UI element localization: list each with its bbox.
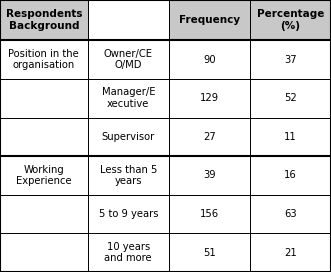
Text: Supervisor: Supervisor bbox=[102, 132, 155, 142]
Bar bbox=[169, 195, 250, 233]
Text: 5 to 9 years: 5 to 9 years bbox=[99, 209, 158, 219]
Bar bbox=[250, 0, 331, 40]
Bar bbox=[169, 118, 250, 156]
Bar bbox=[250, 79, 331, 118]
Bar bbox=[169, 40, 250, 79]
Text: 90: 90 bbox=[203, 55, 216, 64]
Text: 11: 11 bbox=[284, 132, 297, 142]
Text: Position in the
organisation: Position in the organisation bbox=[9, 49, 79, 70]
Bar bbox=[0, 0, 88, 40]
Bar bbox=[169, 0, 250, 40]
Bar bbox=[250, 233, 331, 272]
Bar bbox=[0, 79, 88, 118]
Bar bbox=[250, 40, 331, 79]
Bar bbox=[0, 195, 88, 233]
Text: 27: 27 bbox=[203, 132, 216, 142]
Text: Percentage
(%): Percentage (%) bbox=[257, 9, 324, 31]
Bar bbox=[250, 118, 331, 156]
Bar bbox=[88, 40, 169, 79]
Text: 21: 21 bbox=[284, 248, 297, 258]
Text: Manager/E
xecutive: Manager/E xecutive bbox=[102, 87, 155, 109]
Text: 10 years
and more: 10 years and more bbox=[105, 242, 152, 264]
Text: 63: 63 bbox=[284, 209, 297, 219]
Text: 129: 129 bbox=[200, 93, 219, 103]
Bar bbox=[169, 233, 250, 272]
Text: Working
Experience: Working Experience bbox=[16, 165, 72, 186]
Bar bbox=[88, 118, 169, 156]
Bar bbox=[88, 195, 169, 233]
Bar bbox=[250, 156, 331, 195]
Bar bbox=[88, 233, 169, 272]
Text: 37: 37 bbox=[284, 55, 297, 64]
Text: 52: 52 bbox=[284, 93, 297, 103]
Text: Frequency: Frequency bbox=[179, 15, 240, 25]
Text: 156: 156 bbox=[200, 209, 219, 219]
Bar bbox=[0, 118, 88, 156]
Text: Respondents
Background: Respondents Background bbox=[6, 9, 82, 31]
Bar bbox=[0, 233, 88, 272]
Bar bbox=[169, 79, 250, 118]
Bar bbox=[0, 156, 88, 195]
Text: Less than 5
years: Less than 5 years bbox=[100, 165, 157, 186]
Bar bbox=[88, 79, 169, 118]
Bar bbox=[88, 156, 169, 195]
Bar bbox=[169, 156, 250, 195]
Bar bbox=[250, 195, 331, 233]
Text: Owner/CE
O/MD: Owner/CE O/MD bbox=[104, 49, 153, 70]
Bar bbox=[0, 40, 88, 79]
Text: 16: 16 bbox=[284, 171, 297, 180]
Text: 51: 51 bbox=[203, 248, 216, 258]
Bar bbox=[88, 0, 169, 40]
Text: 39: 39 bbox=[203, 171, 216, 180]
